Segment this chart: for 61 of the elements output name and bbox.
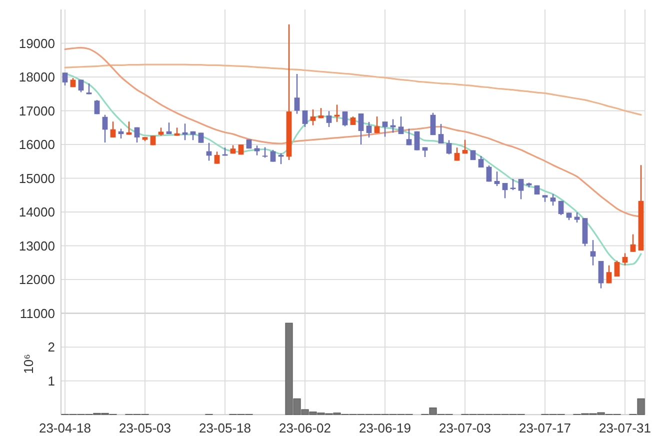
candlestick — [214, 151, 220, 164]
y-tick-label: 13000 — [18, 238, 55, 254]
candlestick — [110, 120, 116, 138]
candlestick — [398, 116, 404, 135]
y-tick-label: 1 — [48, 373, 55, 388]
candlestick — [78, 79, 84, 93]
candlestick — [102, 114, 108, 144]
y-tick-label: 12000 — [18, 272, 55, 288]
candlestick — [486, 164, 492, 182]
candlestick — [614, 260, 620, 278]
candlestick — [518, 178, 524, 200]
x-tick-label: 23-05-18 — [198, 420, 252, 436]
candlestick — [366, 121, 372, 138]
y-tick-label: 14000 — [18, 204, 55, 220]
x-tick-label: 23-07-03 — [438, 420, 492, 436]
x-tick-label: 23-06-19 — [358, 420, 412, 436]
candlestick — [62, 72, 68, 86]
candlestick — [406, 128, 412, 146]
x-tick-label: 23-06-02 — [278, 420, 332, 436]
line-series — [64, 64, 642, 116]
y-tick-label: 11000 — [20, 306, 55, 321]
candlestick — [630, 234, 636, 252]
candlestick — [382, 120, 388, 138]
candlestick — [478, 155, 484, 168]
candlestick — [198, 132, 204, 144]
candlestick — [294, 73, 300, 114]
candlestick — [598, 260, 604, 289]
y-tick-label: 2 — [48, 340, 55, 355]
candlestick — [358, 112, 364, 146]
candlestick — [94, 99, 100, 115]
candlestick — [558, 200, 564, 216]
candlestick — [254, 144, 260, 156]
x-tick-label: 23-07-17 — [518, 420, 572, 436]
y-tick-label: 16000 — [18, 137, 55, 152]
candlestick — [510, 178, 516, 191]
y-tick-label: 18000 — [18, 70, 55, 85]
candlestick — [134, 126, 140, 144]
candlestick — [430, 112, 436, 136]
candlestick — [446, 140, 452, 155]
candlestick — [310, 108, 316, 126]
candlestick — [302, 110, 308, 128]
candlestick — [590, 239, 596, 266]
candlestick — [494, 170, 500, 187]
candlestick — [422, 146, 428, 158]
y-tick-label: 17000 — [18, 103, 55, 118]
y-tick-label: 15000 — [18, 170, 55, 186]
candlestick — [606, 264, 612, 284]
candlestick — [550, 194, 556, 206]
candlestick — [262, 146, 268, 158]
candlestick — [502, 182, 508, 199]
y-axis-title: 10⁶ — [21, 354, 36, 374]
candlestick — [390, 118, 396, 134]
y-tick-label: 19000 — [18, 36, 55, 51]
candlestick — [414, 130, 420, 151]
candlestick — [326, 110, 332, 128]
x-tick-label: 23-07-31 — [598, 420, 652, 436]
candlestick — [574, 212, 580, 224]
x-tick-label: 23-05-03 — [118, 420, 172, 436]
candlestick — [438, 123, 444, 144]
candlestick — [342, 110, 348, 127]
x-tick-label: 23-04-18 — [38, 420, 92, 436]
